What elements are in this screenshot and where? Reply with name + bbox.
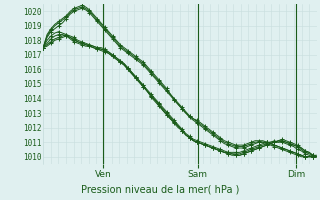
Text: Pression niveau de la mer( hPa ): Pression niveau de la mer( hPa ) — [81, 184, 239, 194]
